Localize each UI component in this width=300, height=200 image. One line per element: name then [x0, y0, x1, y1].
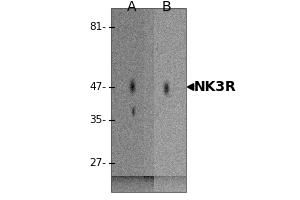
- Polygon shape: [188, 84, 194, 90]
- Text: 81-: 81-: [89, 22, 106, 32]
- Text: 27-: 27-: [89, 158, 106, 168]
- Text: A: A: [127, 0, 137, 14]
- Text: 35-: 35-: [89, 115, 106, 125]
- Bar: [111, 8, 186, 192]
- Text: 47-: 47-: [89, 82, 106, 92]
- Text: B: B: [162, 0, 171, 14]
- Text: NK3R: NK3R: [194, 80, 236, 94]
